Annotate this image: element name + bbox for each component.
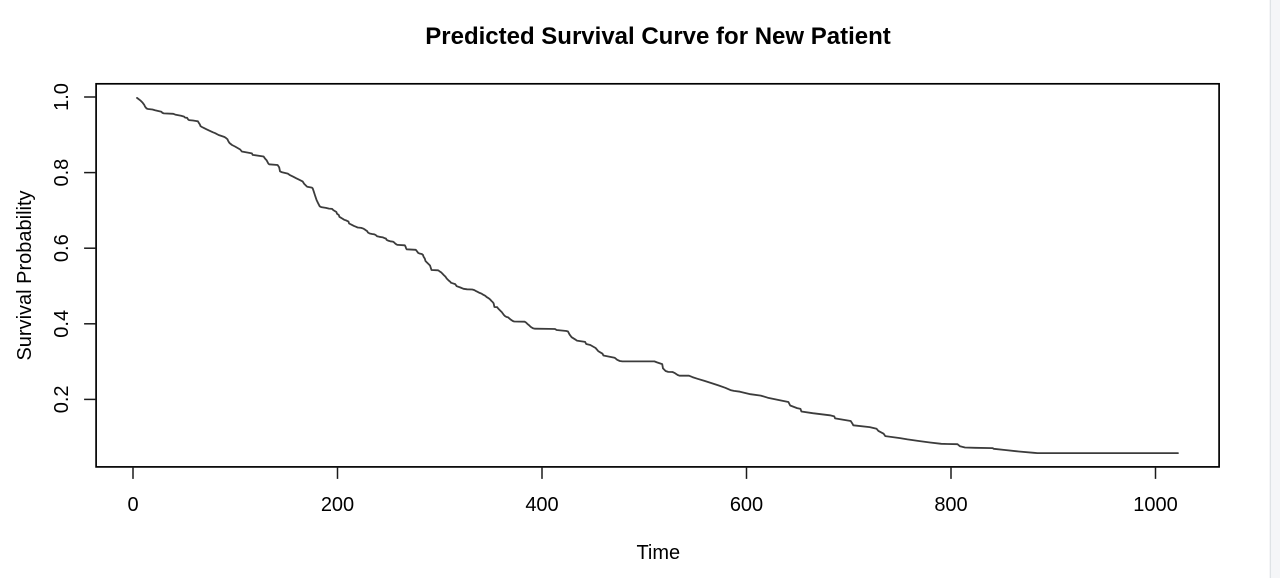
svg-text:Survival Probability: Survival Probability <box>14 190 36 360</box>
svg-text:1.0: 1.0 <box>51 83 73 111</box>
svg-text:0.8: 0.8 <box>51 159 73 187</box>
svg-text:400: 400 <box>525 494 558 516</box>
svg-text:800: 800 <box>934 494 967 516</box>
svg-text:0.6: 0.6 <box>51 234 73 262</box>
svg-text:Predicted Survival Curve for N: Predicted Survival Curve for New Patient <box>425 23 890 50</box>
svg-text:200: 200 <box>321 494 354 516</box>
svg-text:0.4: 0.4 <box>51 310 73 338</box>
svg-text:600: 600 <box>730 494 763 516</box>
svg-text:Time: Time <box>636 542 680 564</box>
svg-text:1000: 1000 <box>1133 494 1178 516</box>
svg-text:0: 0 <box>127 494 138 516</box>
svg-text:0.2: 0.2 <box>51 385 73 413</box>
